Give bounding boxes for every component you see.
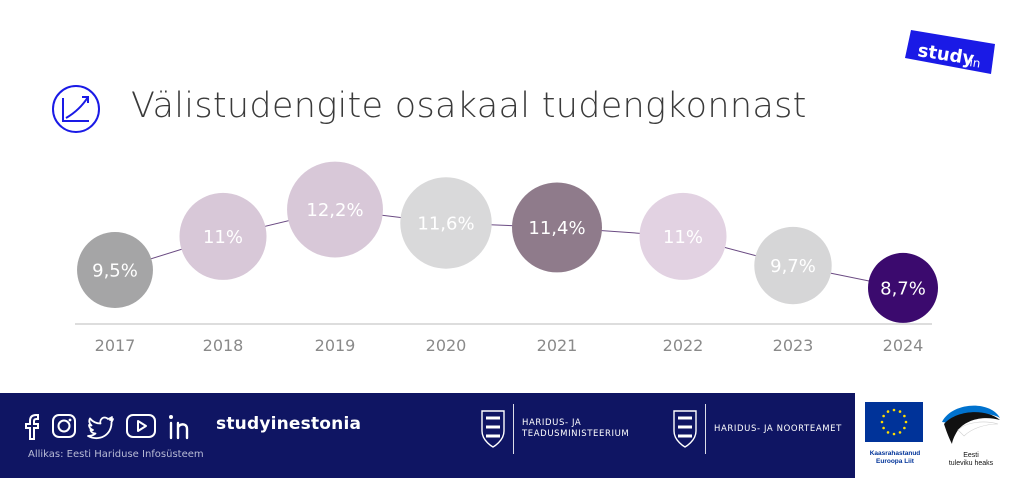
data-label: 12,2% <box>306 200 363 221</box>
data-bubble <box>287 161 383 258</box>
twitter-icon[interactable] <box>86 411 116 446</box>
x-tick-label: 2024 <box>883 336 924 355</box>
eu-star <box>903 414 906 418</box>
data-label: 11% <box>203 227 243 248</box>
studyin-badge[interactable]: study in <box>905 28 997 74</box>
eu-star <box>903 426 906 430</box>
eu-star <box>880 420 884 424</box>
x-tick-label: 2023 <box>773 336 814 355</box>
data-bubble <box>400 177 492 269</box>
footer: studyinestonia Allikas: Eesti Hariduse I… <box>0 393 1024 478</box>
eu-caption-1: Kaasrahastanud <box>869 450 921 457</box>
linkedin-icon[interactable] <box>166 411 196 446</box>
x-tick-label: 2021 <box>537 336 578 355</box>
data-label: 9,5% <box>92 261 138 282</box>
footer-band: studyinestonia Allikas: Eesti Hariduse I… <box>0 393 855 478</box>
eu-star <box>898 431 902 434</box>
facebook-icon[interactable] <box>22 411 42 446</box>
growth-chart-icon <box>52 85 100 133</box>
x-tick-label: 2020 <box>426 336 467 355</box>
data-bubble <box>179 192 267 280</box>
coat-of-arms-icon <box>481 410 505 448</box>
eu-star <box>886 410 890 413</box>
logo-divider <box>705 404 706 454</box>
education-board-logo: Haridus- ja Noorteamet <box>672 404 842 454</box>
source-note: Allikas: Eesti Hariduse Infosüsteem <box>28 449 204 460</box>
estonia-future-logo: Eesti tuleviku heaks <box>940 400 1002 468</box>
ee-caption-2: tuleviku heaks <box>948 460 994 467</box>
eu-star <box>898 410 902 413</box>
data-bubble <box>754 226 832 305</box>
eu-caption-2: Euroopa Liit <box>876 458 914 465</box>
data-bubble <box>639 192 727 280</box>
data-bubble <box>868 252 938 323</box>
logo-divider <box>513 404 514 454</box>
estonia-swallow-icon <box>942 405 1000 444</box>
x-tick-label: 2019 <box>315 336 356 355</box>
ministry-education-logo: Haridus- ja Teadusministeerium <box>480 404 630 454</box>
eu-star <box>886 431 890 434</box>
data-label: 8,7% <box>880 278 926 299</box>
data-label: 11,6% <box>417 213 474 234</box>
eu-star <box>882 426 885 430</box>
data-label: 11,4% <box>528 218 585 239</box>
social-links <box>22 411 196 446</box>
x-tick-label: 2018 <box>203 336 244 355</box>
bubble-chart: 9,5% 2017 11% 2018 12,2% 2019 11,6% 2020 11,4% 20… <box>75 161 938 355</box>
instagram-icon[interactable] <box>51 411 77 446</box>
ee-caption-1: Eesti <box>963 452 979 459</box>
board-name: Haridus- ja Noorteamet <box>714 423 842 434</box>
eu-star <box>892 432 896 436</box>
eu-flag-icon <box>865 402 923 442</box>
brand-name[interactable]: studyinestonia <box>216 414 362 434</box>
page-title: Välistudengite osakaal tudengkonnast <box>131 86 807 126</box>
badge-suffix: in <box>969 55 982 71</box>
eu-star <box>904 420 908 424</box>
youtube-icon[interactable] <box>125 411 157 446</box>
x-tick-label: 2022 <box>663 336 704 355</box>
eu-logo: Kaasrahastanud Euroopa Liit <box>865 402 925 466</box>
data-bubble <box>77 232 153 308</box>
data-bubble <box>512 182 602 273</box>
data-label: 11% <box>663 227 703 248</box>
eu-star <box>892 408 896 412</box>
ministry-name: Haridus- ja Teadusministeerium <box>522 418 630 439</box>
data-label: 9,7% <box>770 256 816 277</box>
coat-of-arms-icon <box>673 410 697 448</box>
x-tick-label: 2017 <box>95 336 136 355</box>
eu-star <box>882 414 885 418</box>
